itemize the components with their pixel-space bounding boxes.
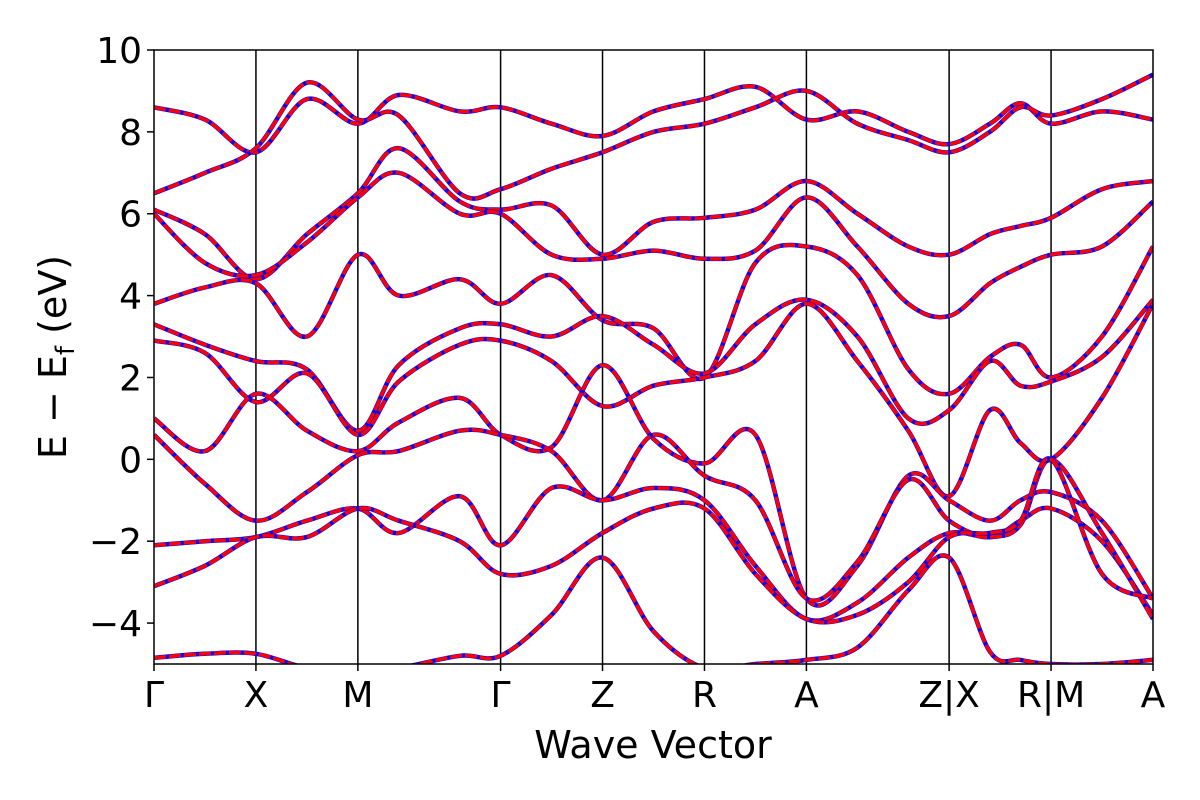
band-line-red-2 bbox=[154, 146, 1153, 281]
band-line-blue-10 bbox=[154, 456, 1153, 625]
x-tick-label-1: X bbox=[244, 675, 269, 716]
band-line-red-8 bbox=[154, 427, 1153, 616]
band-line-red-10 bbox=[154, 456, 1153, 625]
band-line-blue-2 bbox=[154, 145, 1153, 282]
band-line-red-9 bbox=[154, 457, 1153, 623]
y-tick-label-6: 8 bbox=[119, 113, 142, 154]
band-line-blue-11 bbox=[154, 553, 1153, 664]
x-tick-label-8: R|M bbox=[1017, 675, 1085, 716]
y-tick-label-4: 4 bbox=[119, 277, 142, 318]
x-tick-label-6: A bbox=[794, 675, 819, 716]
y-axis-title-unit: (eV) bbox=[31, 255, 75, 346]
x-ticks: Γ X M Γ Z R A Z|X R|M A bbox=[144, 664, 1166, 716]
band-lines bbox=[154, 72, 1153, 664]
band-line-blue-6 bbox=[154, 301, 1153, 499]
x-tick-label-3: Γ bbox=[491, 675, 511, 716]
y-tick-label-1: −2 bbox=[89, 522, 142, 563]
band-line-red-1 bbox=[154, 73, 1153, 201]
x-tick-label-4: Z bbox=[590, 675, 615, 716]
x-tick-label-0: Γ bbox=[144, 675, 164, 716]
y-ticks: −4 −2 0 2 4 6 8 10 bbox=[89, 31, 154, 645]
band-line-red-6 bbox=[154, 302, 1153, 498]
x-axis-title: Wave Vector bbox=[534, 723, 772, 767]
band-line-red-11 bbox=[154, 553, 1153, 664]
y-axis-title-main: E − E bbox=[31, 355, 75, 459]
y-tick-label-3: 2 bbox=[119, 358, 142, 399]
y-axis-title: E − Ef (eV) bbox=[31, 255, 81, 459]
band-line-red-0 bbox=[154, 84, 1153, 155]
y-tick-label-7: 10 bbox=[96, 31, 142, 72]
x-tick-label-9: A bbox=[1141, 675, 1166, 716]
x-tick-label-7: Z|X bbox=[918, 675, 979, 716]
band-line-red-7 bbox=[154, 363, 1153, 608]
x-tick-label-5: R bbox=[692, 675, 717, 716]
band-line-blue-7 bbox=[154, 362, 1153, 608]
x-tick-label-2: M bbox=[342, 675, 373, 716]
plot-frame bbox=[153, 49, 1154, 665]
band-line-red-3 bbox=[154, 170, 1153, 319]
y-tick-label-5: 6 bbox=[119, 195, 142, 236]
band-line-blue-1 bbox=[154, 72, 1153, 201]
y-tick-label-2: 0 bbox=[119, 440, 142, 481]
y-tick-label-0: −4 bbox=[89, 604, 142, 645]
y-axis-title-sub: f bbox=[51, 345, 81, 355]
